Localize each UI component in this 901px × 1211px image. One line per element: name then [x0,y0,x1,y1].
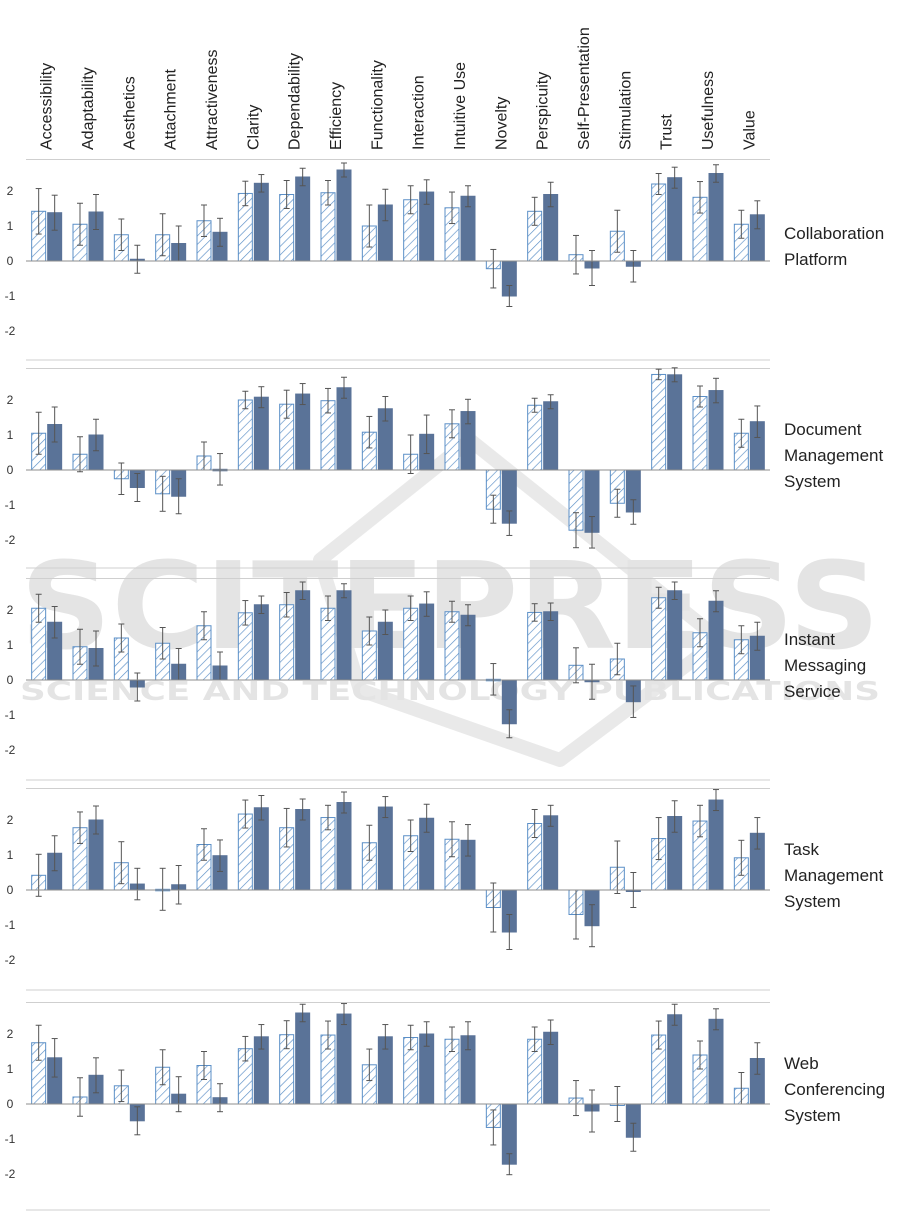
panel-title-line: Instant [784,630,835,649]
category-label-trust: Trust [659,114,676,150]
bar-hatched-trust [651,373,667,471]
category-labels: Accessibility Adaptability Aesthetics Attac… [39,27,759,150]
y-tick-label: -2 [5,953,16,967]
bar-hatched-trust [651,183,667,262]
panel-title-line: Management [784,446,884,465]
panel-title-line: Web [784,1054,819,1073]
panel-title-line: Platform [784,250,847,269]
bar-hatched-usefulness [692,396,708,471]
chart-panels: 2 1 0 -1 -2 Collaboration Platform 2 1 0 -1 -2 Docum… [5,159,885,1211]
panel-task-management-system: 2 1 0 -1 -2 Task Management System [5,788,884,991]
category-label-interaction: Interaction [411,75,428,150]
panel-title-line: System [784,472,841,491]
y-tick-label: 0 [7,883,14,897]
bar-solid-efficiency [336,169,352,262]
y-tick-label: 0 [7,254,14,268]
panel-collaboration-platform: 2 1 0 -1 -2 Collaboration Platform [5,159,884,361]
bar-solid-perspicuity [543,401,559,471]
y-tick-label: -2 [5,1167,16,1181]
category-label-perspicuity: Perspicuity [535,72,552,150]
y-tick-label: 2 [7,1027,14,1041]
bar-solid-efficiency [336,802,352,891]
y-tick-label: 0 [7,673,14,687]
y-tick-label: 1 [7,1062,14,1076]
bar-solid-trust [667,374,683,471]
panel-title-line: Document [784,420,862,439]
bar-solid-usefulness [708,799,724,891]
panel-title-line: Messaging [784,656,866,675]
bar-hatched-clarity [237,399,253,471]
y-tick-label: 2 [7,813,14,827]
y-tick-label: 2 [7,603,14,617]
watermark: SCITEPRESS SCIENCE AND TECHNOLOGY PUBLIC… [20,433,880,767]
y-tick-label: -1 [5,1132,16,1146]
bar-solid-dependability [295,590,311,681]
y-tick-label: 0 [7,463,14,477]
bar-hatched-perspicuity [527,611,543,681]
panel-title-line: Conferencing [784,1080,885,1099]
bar-solid-usefulness [708,1018,724,1105]
panel-title-line: Task [784,840,819,859]
category-label-attractiveness: Attractiveness [204,50,221,150]
bar-solid-efficiency [336,590,352,681]
y-tick-label: -1 [5,498,16,512]
bar-solid-functionality [377,806,393,891]
bar-solid-usefulness [708,173,724,262]
panel-title-line: Collaboration [784,224,884,243]
panel-title-line: Management [784,866,884,885]
bar-solid-trust [667,177,683,262]
y-tick-label: 1 [7,848,14,862]
category-label-self-presentation: Self-Presentation [576,27,593,150]
category-label-accessibility: Accessibility [39,63,56,150]
panel-instant-messaging-service: 2 1 0 -1 -2 Instant Messaging Service [5,578,866,781]
bar-solid-efficiency [336,387,352,471]
y-tick-label: -1 [5,708,16,722]
category-label-adaptability: Adaptability [80,67,97,150]
bar-solid-trust [667,1014,683,1105]
category-label-dependability: Dependability [287,53,304,150]
category-label-value: Value [741,110,758,150]
bar-hatched-perspicuity [527,404,543,471]
category-label-attachment: Attachment [163,69,180,150]
panel-title-line: System [784,1106,841,1125]
category-label-stimulation: Stimulation [617,71,634,150]
y-tick-label: -2 [5,743,16,757]
panel-title-line: System [784,892,841,911]
y-tick-label: -2 [5,533,16,547]
category-label-aesthetics: Aesthetics [121,76,138,150]
panel-web-conferencing-system: 2 1 0 -1 -2 Web Conferencing System [5,1002,885,1211]
category-label-novelty: Novelty [493,97,510,150]
bar-solid-clarity [253,182,269,262]
category-label-usefulness: Usefulness [700,71,717,150]
bar-solid-clarity [253,604,269,681]
category-label-efficiency: Efficiency [328,82,345,150]
bar-solid-dependability [295,1012,311,1105]
y-tick-label: 1 [7,219,14,233]
y-tick-label: 2 [7,184,14,198]
y-tick-label: -2 [5,324,16,338]
y-tick-label: -1 [5,918,16,932]
category-label-functionality: Functionality [369,60,386,150]
y-tick-label: 2 [7,393,14,407]
y-tick-label: 0 [7,1097,14,1111]
bar-solid-efficiency [336,1013,352,1105]
y-tick-label: -1 [5,289,16,303]
bar-solid-usefulness [708,600,724,681]
y-tick-label: 1 [7,638,14,652]
bar-solid-dependability [295,176,311,262]
category-label-intuitive-use: Intuitive Use [452,62,469,150]
bar-solid-perspicuity [543,815,559,891]
bar-solid-dependability [295,809,311,891]
bar-solid-perspicuity [543,611,559,681]
panel-title-line: Service [784,682,841,701]
y-tick-label: 1 [7,428,14,442]
bar-solid-trust [667,590,683,681]
watermark-sub-text: SCIENCE AND TECHNOLOGY PUBLICATIONS [20,677,880,707]
category-label-clarity: Clarity [245,105,262,150]
bar-solid-dependability [295,393,311,471]
panel-document-management-system: 2 1 0 -1 -2 Document Management System [5,367,884,569]
bar-hatched-trust [651,597,667,681]
